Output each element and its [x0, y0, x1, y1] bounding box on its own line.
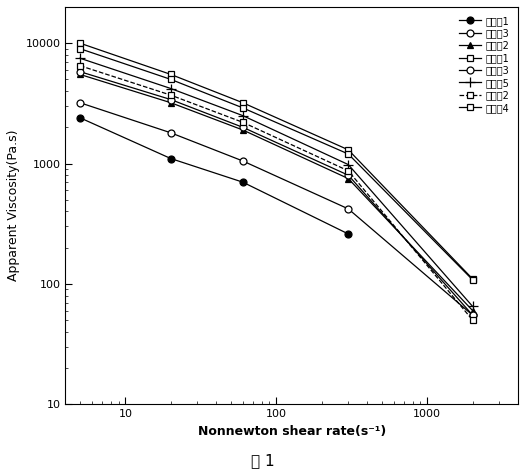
- 实施例2: [77, 63, 83, 69]
- 对比例4: [345, 151, 351, 157]
- 对比例4: [77, 46, 83, 52]
- 实施例1: [240, 179, 246, 185]
- 对比例5: [77, 55, 83, 61]
- 对比例1: [469, 276, 476, 282]
- 对比例5: [240, 113, 246, 118]
- Y-axis label: Apparent Viscosity(Pa.s): Apparent Viscosity(Pa.s): [7, 130, 20, 281]
- 对比例3: [469, 312, 476, 318]
- 对比例2: [167, 100, 174, 105]
- 对比例2: [469, 308, 476, 314]
- 实施例2: [240, 120, 246, 125]
- 实施例3: [469, 312, 476, 318]
- 对比例3: [167, 130, 174, 136]
- Legend: 实施例1, 对比例3, 对比例2, 对比例1, 实施例3, 对比例5, 实施例2, 对比例4: 实施例1, 对比例3, 对比例2, 对比例1, 实施例3, 对比例5, 实施例2…: [455, 12, 513, 117]
- Line: 对比例5: 对比例5: [75, 53, 478, 311]
- 对比例2: [240, 127, 246, 133]
- 对比例1: [345, 147, 351, 153]
- Line: 实施例2: 实施例2: [77, 62, 476, 324]
- 实施例1: [167, 156, 174, 161]
- 对比例3: [240, 158, 246, 164]
- Line: 对比例2: 对比例2: [77, 71, 476, 314]
- Line: 对比例4: 对比例4: [77, 45, 476, 283]
- 对比例3: [345, 206, 351, 212]
- 对比例5: [167, 86, 174, 91]
- 实施例3: [240, 124, 246, 130]
- 实施例3: [167, 97, 174, 103]
- X-axis label: Nonnewton shear rate(s⁻¹): Nonnewton shear rate(s⁻¹): [197, 425, 386, 438]
- 实施例1: [77, 115, 83, 121]
- Text: 图 1: 图 1: [251, 453, 274, 468]
- Line: 对比例3: 对比例3: [77, 99, 476, 319]
- 对比例4: [167, 77, 174, 82]
- 实施例2: [167, 92, 174, 98]
- 对比例1: [77, 40, 83, 46]
- 对比例3: [77, 100, 83, 105]
- 实施例3: [77, 69, 83, 74]
- Line: 实施例3: 实施例3: [77, 68, 476, 319]
- 实施例2: [345, 168, 351, 174]
- 对比例4: [469, 277, 476, 283]
- 对比例4: [240, 105, 246, 111]
- Line: 对比例1: 对比例1: [77, 40, 476, 282]
- 对比例1: [167, 71, 174, 77]
- 对比例2: [345, 176, 351, 182]
- 实施例2: [469, 317, 476, 323]
- 实施例3: [345, 172, 351, 178]
- 实施例1: [345, 231, 351, 237]
- 对比例5: [345, 162, 351, 167]
- 对比例2: [77, 71, 83, 77]
- 对比例1: [240, 100, 246, 105]
- 对比例5: [469, 304, 476, 309]
- Line: 实施例1: 实施例1: [77, 114, 352, 237]
